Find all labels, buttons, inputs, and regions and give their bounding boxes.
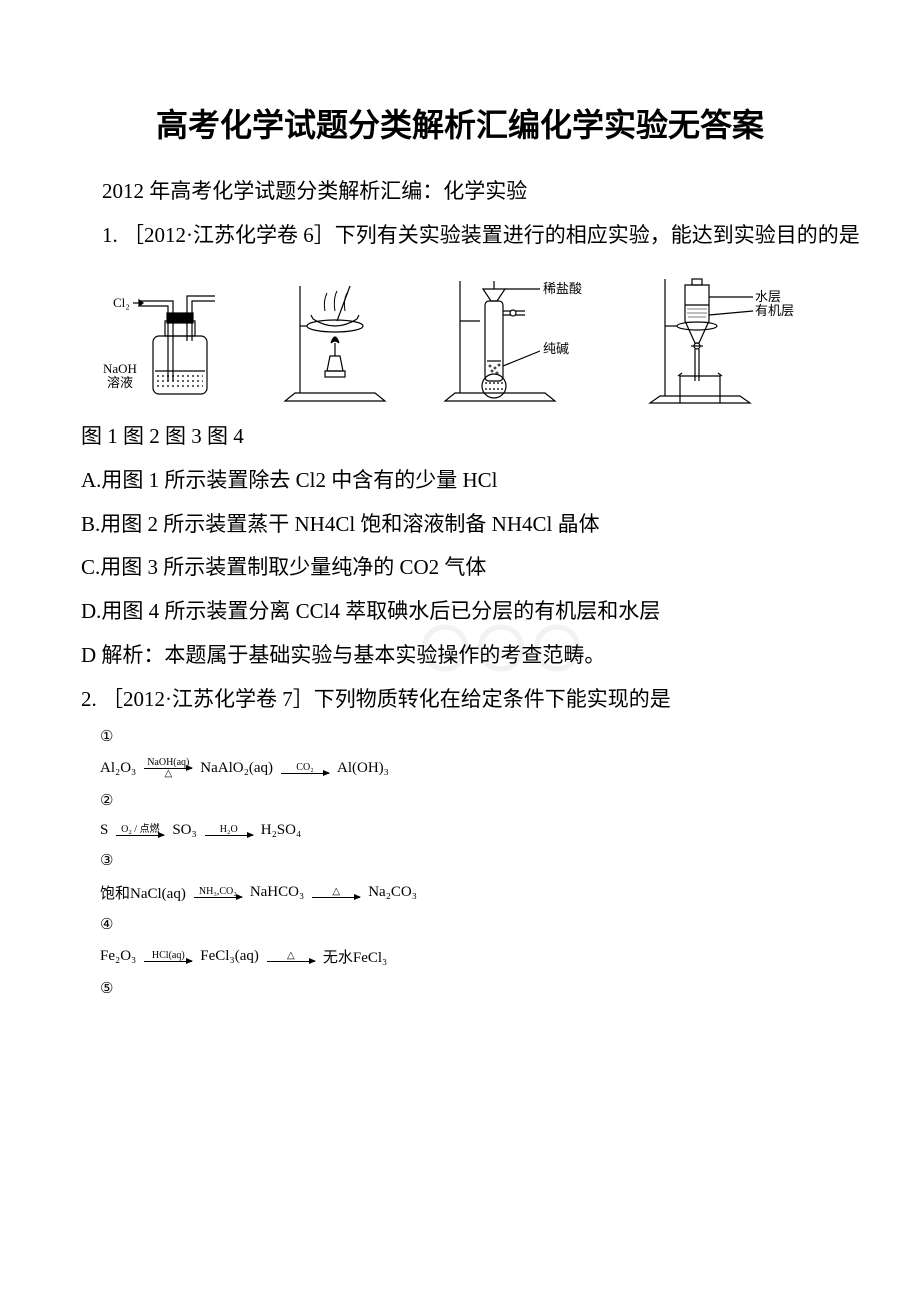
label-naoh: NaOH bbox=[103, 361, 137, 376]
q2-stem: 2. ［2012·江苏化学卷 7］下列物质转化在给定条件下能实现的是 bbox=[60, 682, 860, 718]
eq3-a: 饱和NaCl(aq) bbox=[100, 882, 186, 903]
eq4-a: Fe₂O₃ bbox=[100, 948, 136, 965]
q1-option-d: D.用图 4 所示装置分离 CCl4 萃取碘水后已分层的有机层和水层 bbox=[60, 594, 860, 630]
equation-4: Fe₂O₃ HCl(aq) FeCl₃(aq) △ 无水FeCl₃ bbox=[100, 946, 860, 967]
arrow-icon: NH₃,CO₂ bbox=[194, 887, 242, 898]
arrow-icon: HCl(aq) bbox=[144, 951, 192, 962]
eq2-c: H₂SO₄ bbox=[261, 822, 301, 839]
eq4-b: FeCl₃(aq) bbox=[200, 948, 259, 965]
circled-3: ③ bbox=[100, 851, 860, 870]
circled-2: ② bbox=[100, 791, 860, 810]
label-organic-layer: 有机层 bbox=[755, 303, 794, 318]
figure-2 bbox=[265, 271, 405, 411]
q1-answer: D 解析：本题属于基础实验与基本实验操作的考查范畴。 bbox=[60, 638, 860, 674]
eq2-a: S bbox=[100, 822, 108, 839]
q1-option-b: B.用图 2 所示装置蒸干 NH4Cl 饱和溶液制备 NH4Cl 晶体 bbox=[60, 507, 860, 543]
eq1-a: Al₂O₃ bbox=[100, 760, 136, 777]
eq2-b: SO₃ bbox=[172, 822, 196, 839]
figure-4: 水层 有机层 bbox=[635, 271, 825, 411]
label-cl2: Cl₂ bbox=[113, 295, 130, 310]
figure-3: 稀盐酸 纯碱 bbox=[425, 271, 615, 411]
circled-5: ⑤ bbox=[100, 979, 860, 998]
intro-text: 2012 年高考化学试题分类解析汇编：化学实验 bbox=[60, 174, 860, 210]
eq4-c: 无水FeCl₃ bbox=[323, 946, 387, 967]
label-solution: 溶液 bbox=[107, 375, 133, 390]
circled-4: ④ bbox=[100, 915, 860, 934]
figure-1: Cl₂ NaOH 溶液 bbox=[95, 281, 245, 411]
label-acid: 稀盐酸 bbox=[543, 281, 582, 296]
eq3-b: NaHCO₃ bbox=[250, 884, 304, 901]
arrow-icon: O₂ / 点燃 bbox=[116, 825, 164, 836]
arrow-icon: △ bbox=[267, 951, 315, 962]
figure-caption: 图 1 图 2 图 3 图 4 bbox=[60, 419, 860, 455]
equation-3: 饱和NaCl(aq) NH₃,CO₂ NaHCO₃ △ Na₂CO₃ bbox=[100, 882, 860, 903]
equation-2: S O₂ / 点燃 SO₃ H₂O H₂SO₄ bbox=[100, 822, 860, 839]
q1-stem: 1. ［2012·江苏化学卷 6］下列有关实验装置进行的相应实验，能达到实验目的… bbox=[60, 218, 860, 254]
eq1-c: Al(OH)₃ bbox=[337, 760, 389, 777]
equation-1: Al₂O₃ NaOH(aq) △ NaAlO₂(aq) CO₂ Al(OH)₃ bbox=[100, 758, 860, 779]
figure-row: Cl₂ NaOH 溶液 bbox=[60, 271, 860, 411]
circled-1: ① bbox=[100, 727, 860, 746]
arrow-icon: △ bbox=[312, 887, 360, 898]
arrow-icon: H₂O bbox=[205, 825, 253, 836]
arrow-icon: NaOH(aq) △ bbox=[144, 758, 192, 779]
arrow-icon: CO₂ bbox=[281, 763, 329, 774]
label-soda: 纯碱 bbox=[543, 341, 569, 356]
eq3-c: Na₂CO₃ bbox=[368, 884, 417, 901]
q1-option-c: C.用图 3 所示装置制取少量纯净的 CO2 气体 bbox=[60, 550, 860, 586]
label-water-layer: 水层 bbox=[755, 289, 781, 304]
eq1-b: NaAlO₂(aq) bbox=[200, 760, 273, 777]
page-title: 高考化学试题分类解析汇编化学实验无答案 bbox=[60, 100, 860, 146]
q1-option-a: A.用图 1 所示装置除去 Cl2 中含有的少量 HCl bbox=[60, 463, 860, 499]
